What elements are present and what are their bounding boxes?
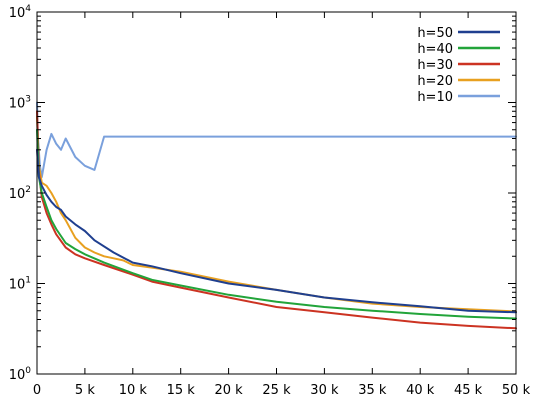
legend: h=50h=40h=30h=20h=10 xyxy=(417,26,500,105)
x-tick-label: 40 k xyxy=(406,383,435,398)
series-line-h-40 xyxy=(36,128,517,320)
axis-layer: 0 5 k 10 k 15 k 20 k 25 k 30 k 35 k 40 k 45 k 50 k… xyxy=(9,4,531,398)
x-tick-label: 25 k xyxy=(262,383,291,398)
legend-label: h=50 xyxy=(417,26,453,41)
x-tick-label: 15 k xyxy=(167,383,196,398)
x-tick-label: 50 k xyxy=(502,383,531,398)
legend-label: h=40 xyxy=(417,42,453,57)
y-tick-label: 101 xyxy=(9,276,31,293)
x-tick-label: 30 k xyxy=(310,383,339,398)
plot-background xyxy=(37,12,516,374)
series-line-h-30 xyxy=(36,110,517,330)
series-line-h-10 xyxy=(36,101,517,179)
x-tick-label: 10 k xyxy=(119,383,148,398)
x-tick-label: 0 xyxy=(33,383,41,398)
x-tick-label: 45 k xyxy=(454,383,483,398)
legend-label: h=20 xyxy=(417,74,453,89)
x-tick-label: 35 k xyxy=(358,383,387,398)
legend-label: h=30 xyxy=(417,58,453,73)
x-tick-label: 5 k xyxy=(75,383,95,398)
y-tick-label: 100 xyxy=(9,366,32,383)
x-tick-label: 20 k xyxy=(214,383,243,398)
y-tick-label: 102 xyxy=(9,185,31,202)
y-tick-label: 103 xyxy=(9,95,31,112)
series-layer xyxy=(36,101,517,330)
y-tick-label: 104 xyxy=(9,4,32,21)
series-line-h-50 xyxy=(36,148,517,314)
legend-label: h=10 xyxy=(417,90,453,105)
